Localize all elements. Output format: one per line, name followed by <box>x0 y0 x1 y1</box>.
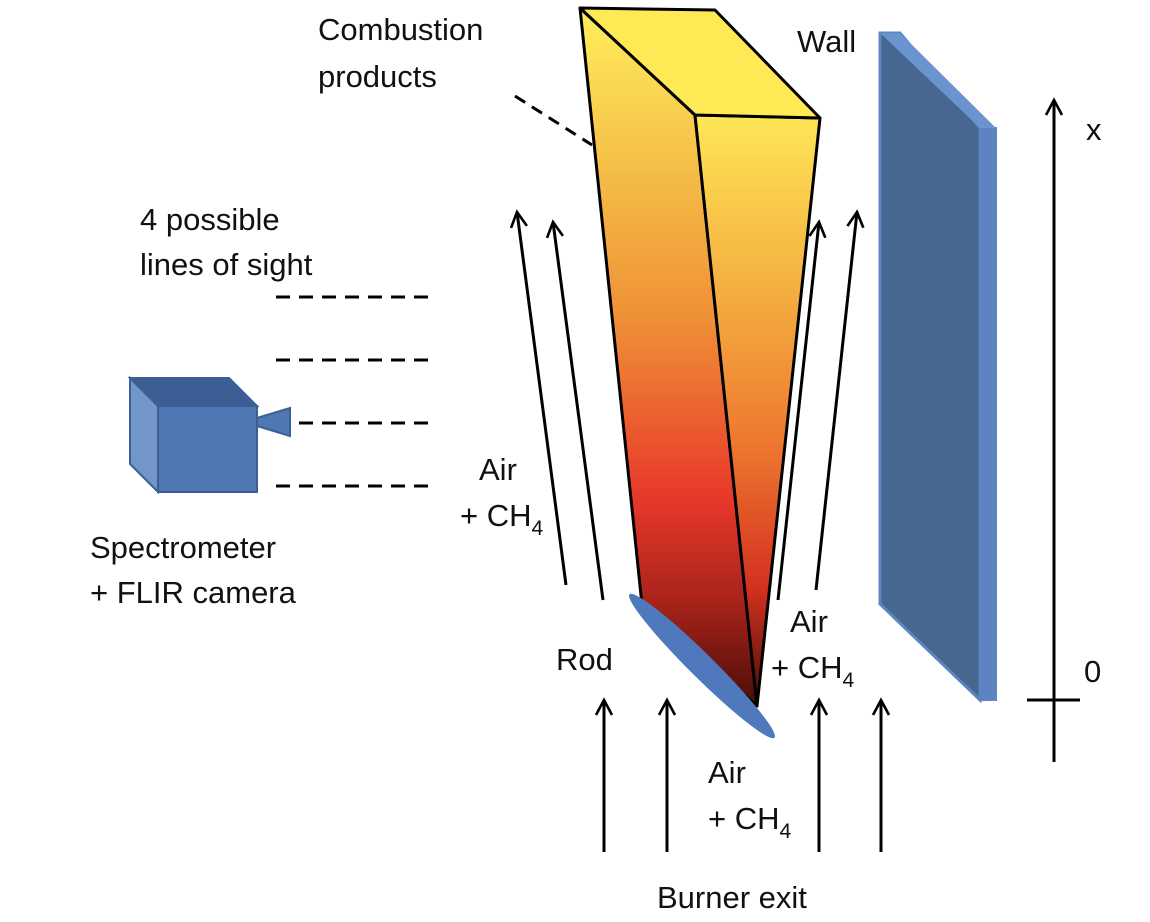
ch4-subscript-bottom: 4 <box>780 820 792 843</box>
lines-of-sight <box>276 295 436 488</box>
wall-label: Wall <box>797 24 856 59</box>
flow-arrows <box>509 209 891 852</box>
ch4-text-bottom: + CH <box>708 801 780 836</box>
wall-side-face <box>979 127 997 701</box>
air-label-bottom: Air <box>708 755 746 790</box>
combustion-products-label-2: products <box>318 59 437 94</box>
ch4-subscript-right: 4 <box>843 669 855 692</box>
ch4-label-right: + CH4 <box>771 650 855 692</box>
air-label-left: Air <box>479 452 517 487</box>
lines-of-sight-label-1: 4 possible <box>140 202 280 237</box>
x-axis-zero-label: 0 <box>1084 654 1101 689</box>
wall-face <box>878 31 982 704</box>
x-axis: x 0 <box>1027 97 1102 762</box>
wall <box>878 31 997 704</box>
ch4-label-bottom: + CH4 <box>708 801 792 843</box>
spectrometer-label-1: Spectrometer <box>90 530 276 565</box>
rod-label: Rod <box>556 642 613 677</box>
lines-of-sight-label-2: lines of sight <box>140 247 313 282</box>
wall-top-edge <box>880 33 996 128</box>
combustion-products-label-1: Combustion <box>318 12 483 47</box>
flow-arrow-right-outer <box>814 209 865 591</box>
flow-arrow-right-inner <box>776 219 827 601</box>
x-axis-label: x <box>1086 112 1102 147</box>
ch4-text-right: + CH <box>771 650 843 685</box>
air-label-right: Air <box>790 604 828 639</box>
labels: Combustion products Wall 4 possible line… <box>90 12 856 915</box>
combustion-leader-line <box>514 94 593 147</box>
ch4-subscript-left: 4 <box>532 517 544 540</box>
ch4-label-left: + CH4 <box>460 498 544 540</box>
flow-arrow-left-outer <box>509 209 568 586</box>
spectrometer-label-2: + FLIR camera <box>90 575 297 610</box>
camera-icon <box>127 375 291 495</box>
camera-front-face <box>157 405 258 493</box>
flame <box>578 6 822 708</box>
flame-top-face <box>578 6 822 120</box>
ch4-text-left: + CH <box>460 498 532 533</box>
rod <box>629 593 775 739</box>
burner-exit-label: Burner exit <box>657 880 807 915</box>
camera-lens <box>256 406 291 438</box>
flow-arrow-left-inner <box>545 219 605 601</box>
